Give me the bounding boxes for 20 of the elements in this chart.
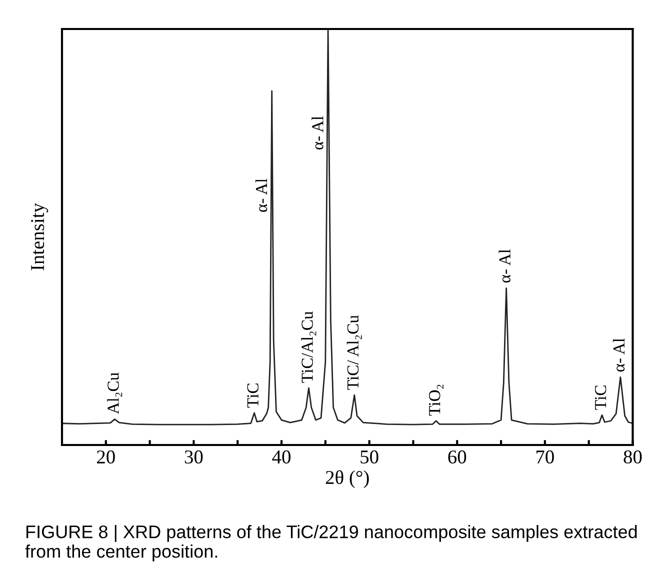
annotation: TiC/Al₂Cu — [301, 311, 316, 383]
annotation: α- Al — [498, 249, 510, 283]
x-tick-label: 80 — [624, 450, 642, 464]
annotation: Al₂Cu — [107, 372, 122, 414]
x-tick-label: 50 — [360, 450, 378, 464]
annotation: TiC — [247, 384, 258, 408]
annotation: α- Al — [255, 178, 268, 212]
x-axis-title: 2θ (°) — [326, 470, 369, 488]
annotation: TiC — [594, 386, 606, 410]
annotation: TiO₂ — [429, 384, 444, 416]
annotation: TiC/ Al₂Cu — [346, 315, 362, 390]
x-tick-label: 60 — [448, 450, 466, 464]
annotation: α- Al — [612, 338, 625, 372]
x-tick-label: 40 — [272, 450, 290, 464]
annotation: α- Al — [312, 116, 324, 150]
x-tick-label: 70 — [536, 450, 554, 464]
x-tick-label: 20 — [97, 450, 115, 464]
x-tick-label: 30 — [184, 450, 203, 464]
caption: FIGURE 8 | XRD patterns of the TiC/2219 nanocomposite samples extracted from the center position. — [25, 525, 637, 562]
y-axis-title: Intensity — [31, 203, 48, 270]
